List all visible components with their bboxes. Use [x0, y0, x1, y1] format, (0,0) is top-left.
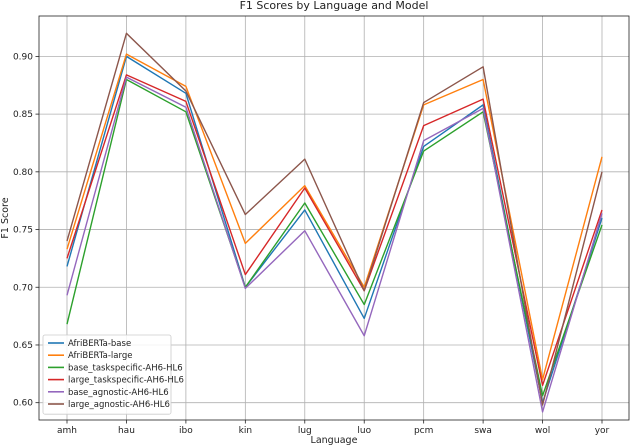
series-line	[66, 74, 603, 387]
legend-label: large_taskspecific-AH6-HL6	[68, 376, 184, 386]
series-line	[66, 78, 603, 397]
y-axis: 0.60 0.65 0.70 0.75 0.80 0.85 0.90	[13, 52, 39, 409]
legend-label: base_agnostic-AH6-HL6	[68, 388, 169, 398]
x-tick-label: pcm	[414, 426, 433, 436]
y-axis-title: F1 Score	[0, 197, 11, 238]
legend-label: AfriBERTa-base	[68, 339, 131, 349]
x-axis-title: Language	[311, 435, 358, 446]
series-line	[66, 32, 603, 406]
legend-box	[42, 334, 172, 415]
legend-label: AfriBERTa-large	[68, 351, 132, 361]
x-tick-label: yor	[595, 426, 610, 436]
x-tick-label: wol	[535, 426, 550, 436]
y-tick-label: 0.80	[13, 168, 33, 178]
x-tick-label: luo	[357, 426, 371, 436]
x-tick-label: kin	[239, 426, 252, 436]
series-lines	[66, 32, 603, 413]
x-tick-label: lug	[298, 426, 312, 436]
y-tick-label: 0.90	[13, 52, 33, 62]
y-tick-label: 0.65	[13, 341, 33, 351]
legend-label: base_taskspecific-AH6-HL6	[68, 363, 183, 373]
series-line	[66, 53, 603, 381]
x-tick-label: amh	[57, 426, 77, 436]
y-tick-label: 0.60	[13, 399, 33, 409]
legend-label: large_agnostic-AH6-HL6	[68, 400, 170, 410]
x-tick-label: ibo	[179, 426, 193, 436]
y-tick-label: 0.75	[13, 226, 33, 236]
legend: AfriBERTa-base AfriBERTa-large base_tasksp…	[42, 334, 184, 415]
plot-frame	[38, 15, 630, 421]
series-line	[66, 76, 603, 413]
chart-title: F1 Scores by Language and Model	[240, 0, 429, 12]
x-tick-label: hau	[118, 426, 135, 436]
x-axis: amh hau ibo kin lug luo pcm swa wol yor	[57, 420, 610, 436]
y-tick-label: 0.85	[13, 110, 33, 120]
y-tick-label: 0.70	[13, 283, 33, 293]
x-tick-label: swa	[474, 426, 492, 436]
